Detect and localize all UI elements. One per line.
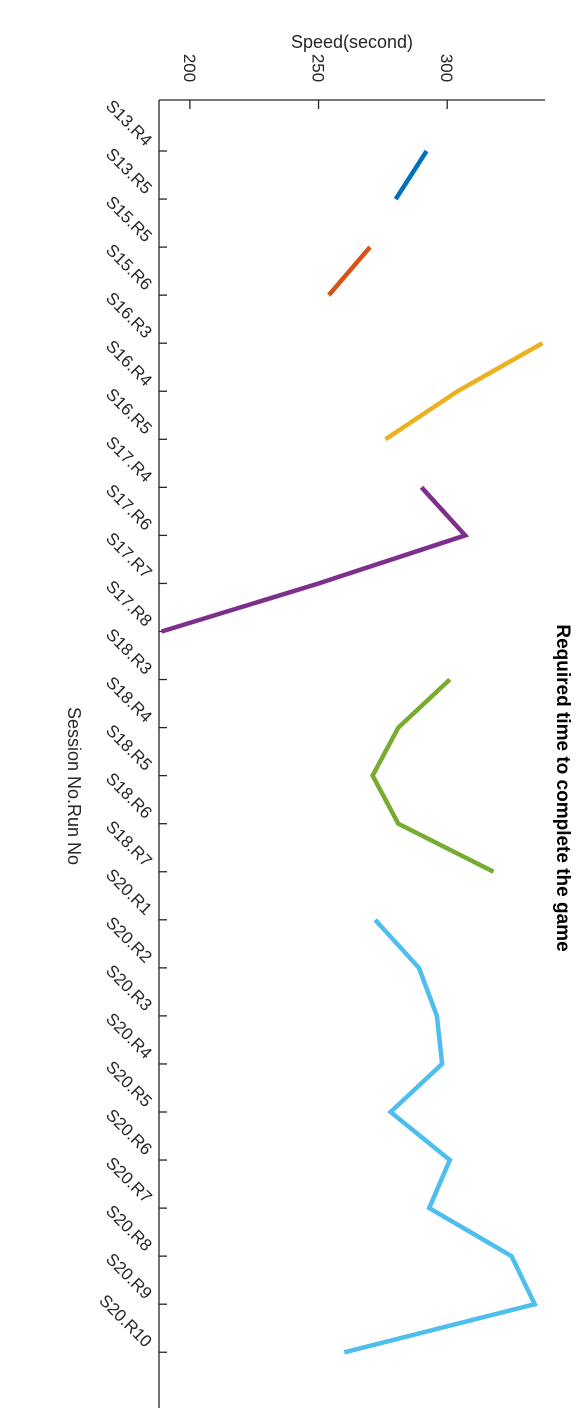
- category-tick-label: S20.R1: [102, 865, 156, 919]
- category-tick-label: S17.R4: [102, 433, 156, 487]
- category-tick-label: S15.R6: [102, 240, 156, 294]
- category-tick-label: S16.R4: [102, 337, 156, 391]
- series-line-4: [160, 485, 470, 634]
- category-tick-label: S20.R4: [102, 1009, 156, 1063]
- category-tick-label: S20.R6: [102, 1105, 156, 1159]
- ticks: 200 250 300S13.R4S13.R5S15.R5S15.R6S16.R3S…: [95, 54, 456, 1353]
- value-tick-label: 300: [437, 54, 456, 82]
- category-tick-label: S20.R2: [102, 913, 156, 967]
- chart-title: Required time to complete the game: [552, 624, 573, 951]
- category-tick-label: S20.R10: [95, 1291, 155, 1351]
- category-tick-label: S17.R6: [102, 481, 156, 535]
- category-tick-label: S18.R4: [102, 673, 156, 727]
- y-axis-label: Speed(second): [291, 32, 413, 52]
- value-tick-label: 250: [309, 54, 328, 82]
- category-tick-label: S16.R3: [102, 288, 156, 342]
- series-line-1: [393, 149, 429, 201]
- category-tick-label: S18.R3: [102, 625, 156, 679]
- category-tick-label: S15.R5: [102, 192, 156, 246]
- category-tick-label: S13.R5: [102, 144, 156, 198]
- category-tick-label: S20.R5: [102, 1057, 156, 1111]
- category-tick-label: S18.R7: [102, 817, 156, 871]
- series-line-2: [327, 245, 372, 297]
- category-tick-label: S20.R3: [102, 961, 156, 1015]
- series-lines: [160, 149, 544, 1355]
- value-tick-label: 200: [180, 54, 199, 82]
- series-line-6: [343, 918, 538, 1355]
- category-tick-label: S20.R8: [102, 1201, 156, 1255]
- category-tick-label: S18.R5: [102, 721, 156, 775]
- category-tick-label: S20.R7: [102, 1153, 156, 1207]
- category-tick-label: S18.R6: [102, 769, 156, 823]
- category-tick-label: S13.R4: [102, 96, 156, 150]
- axes: [158, 99, 545, 1408]
- series-line-3: [384, 341, 544, 442]
- series-line-5: [370, 677, 495, 874]
- category-tick-label: S16.R5: [102, 385, 156, 439]
- category-tick-label: S17.R7: [102, 529, 156, 583]
- category-tick-label: S17.R8: [102, 577, 156, 631]
- x-axis-label: Session No.Run No: [64, 707, 84, 865]
